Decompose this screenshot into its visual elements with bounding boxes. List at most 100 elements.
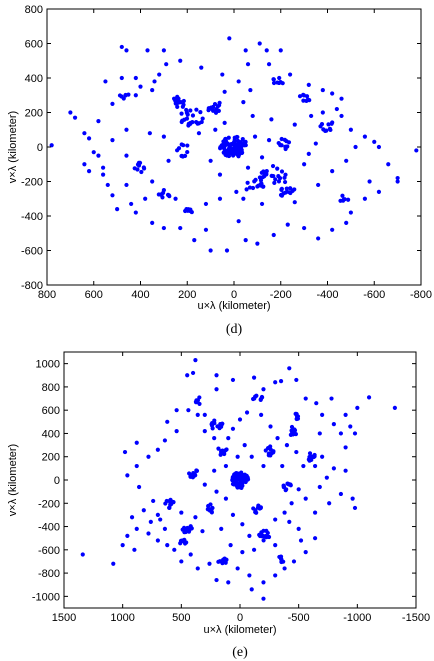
- data-point: [273, 543, 278, 548]
- data-point: [297, 94, 303, 99]
- data-point: [344, 158, 349, 163]
- y-tick-label: -200: [38, 498, 60, 510]
- data-point: [367, 179, 372, 184]
- data-point: [257, 506, 262, 511]
- x-tick-label: 1500: [52, 612, 76, 624]
- data-point: [236, 79, 241, 84]
- x-tick-label: 0: [237, 612, 243, 624]
- data-point: [258, 178, 264, 183]
- data-point: [133, 93, 138, 98]
- data-point: [139, 169, 144, 175]
- data-point: [203, 201, 209, 207]
- data-point: [285, 222, 290, 227]
- data-point: [392, 405, 397, 410]
- data-point: [327, 501, 332, 506]
- data-point: [259, 201, 265, 207]
- data-point: [96, 153, 101, 158]
- data-point: [218, 452, 223, 457]
- data-point: [303, 496, 308, 501]
- data-point: [145, 48, 150, 53]
- data-point: [185, 112, 190, 117]
- data-point: [280, 81, 285, 86]
- data-point: [289, 424, 295, 430]
- data-point: [232, 135, 237, 140]
- data-point: [330, 91, 335, 96]
- data-point: [273, 380, 278, 385]
- data-point: [203, 227, 209, 232]
- data-point: [275, 436, 280, 441]
- data-point: [291, 431, 297, 436]
- data-point: [289, 501, 294, 506]
- y-tick-label: -800: [38, 568, 60, 580]
- data-point: [226, 580, 231, 585]
- data-point: [216, 559, 221, 564]
- data-point: [301, 92, 306, 97]
- y-tick-label: 800: [25, 4, 43, 16]
- data-point: [132, 166, 137, 171]
- data-point: [124, 182, 129, 188]
- data-point: [260, 184, 266, 189]
- data-point: [247, 185, 253, 190]
- data-point: [395, 179, 400, 184]
- data-point: [386, 162, 391, 167]
- data-point: [138, 84, 143, 89]
- data-point: [269, 117, 274, 122]
- data-point: [214, 387, 219, 392]
- data-point: [119, 44, 124, 50]
- data-point: [199, 119, 204, 125]
- data-point: [330, 120, 335, 125]
- data-point: [214, 373, 219, 378]
- data-point: [195, 412, 200, 417]
- data-point: [313, 141, 318, 146]
- data-point: [243, 48, 248, 53]
- data-point: [338, 198, 343, 203]
- y-tick-label: 400: [25, 73, 43, 85]
- data-point: [194, 468, 199, 473]
- data-point: [352, 505, 358, 511]
- data-point: [101, 172, 106, 177]
- data-point: [251, 547, 257, 552]
- data-point: [273, 573, 278, 578]
- data-point: [279, 136, 284, 142]
- data-point: [209, 510, 214, 515]
- data-point: [124, 153, 129, 158]
- data-point: [339, 96, 344, 101]
- data-point: [309, 113, 314, 119]
- data-point: [219, 526, 224, 531]
- data-point: [120, 543, 125, 548]
- x-tick-label: -1500: [402, 612, 430, 624]
- data-point: [147, 131, 152, 136]
- panel-e-chart: 1500 1000 500 0 -500 -1000 -1500 1000 800 600 400…: [7, 351, 430, 660]
- data-point: [334, 106, 339, 112]
- data-point: [110, 193, 115, 198]
- data-point: [244, 187, 249, 192]
- data-point: [137, 160, 143, 165]
- data-point: [129, 515, 135, 520]
- data-point: [236, 219, 241, 224]
- data-point: [240, 522, 245, 527]
- data-point: [110, 101, 115, 106]
- data-point: [260, 175, 265, 180]
- panel-d-caption: (d): [226, 322, 243, 337]
- data-point: [284, 186, 289, 191]
- data-point: [301, 463, 306, 469]
- data-point: [214, 577, 219, 583]
- data-point: [165, 543, 170, 548]
- data-point: [210, 505, 215, 511]
- data-point: [174, 101, 179, 106]
- data-point: [223, 136, 228, 142]
- data-point: [249, 454, 254, 459]
- data-point: [330, 169, 335, 174]
- data-point: [181, 98, 186, 104]
- data-point: [372, 139, 377, 144]
- panel-e-ylabel: v×λ (kilometer): [7, 444, 19, 516]
- data-point: [303, 396, 308, 401]
- data-point: [284, 487, 289, 492]
- data-point: [343, 445, 348, 450]
- data-point: [121, 96, 126, 101]
- data-point: [282, 179, 288, 185]
- data-point: [281, 559, 286, 564]
- data-point: [190, 113, 196, 118]
- data-point: [141, 165, 146, 170]
